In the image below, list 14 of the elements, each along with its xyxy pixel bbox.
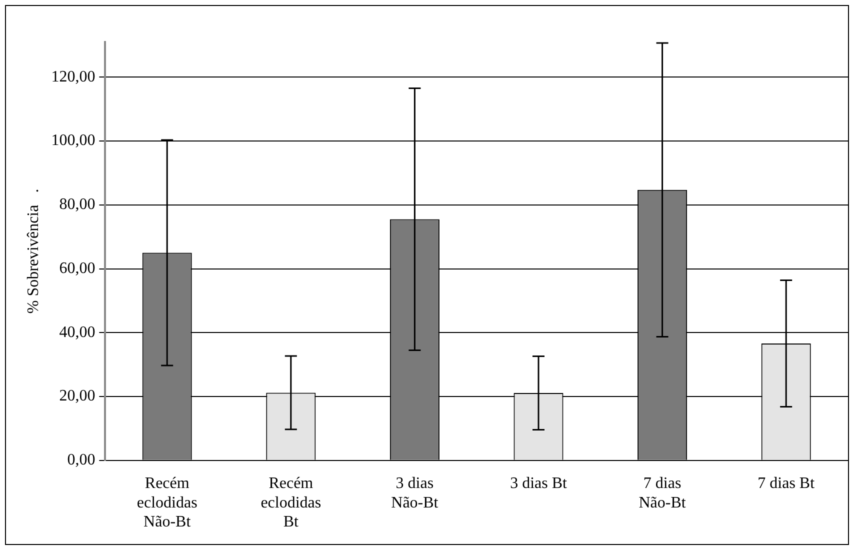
x-tick-label: Recém eclodidas Não-Bt xyxy=(136,475,198,531)
y-tick-label: 80,00 xyxy=(59,196,96,214)
x-tick-label: 7 dias Bt xyxy=(758,475,816,492)
x-tick-label: 7 dias Não-Bt xyxy=(638,475,686,512)
y-tick-label: 0,00 xyxy=(67,452,96,469)
y-tick-label: 40,00 xyxy=(59,324,96,341)
y-tick-label: 60,00 xyxy=(59,260,96,277)
y-tick-label: 100,00 xyxy=(51,132,96,150)
x-tick-label: 3 dias Bt xyxy=(510,475,568,492)
y-axis-title: % Sobrevivência . xyxy=(24,188,42,314)
y-tick-label: 20,00 xyxy=(59,388,96,405)
x-tick-label: Recém eclodidas Bt xyxy=(260,475,322,531)
y-tick-label: 120,00 xyxy=(51,68,96,86)
x-tick-label: 3 dias Não-Bt xyxy=(391,475,439,512)
